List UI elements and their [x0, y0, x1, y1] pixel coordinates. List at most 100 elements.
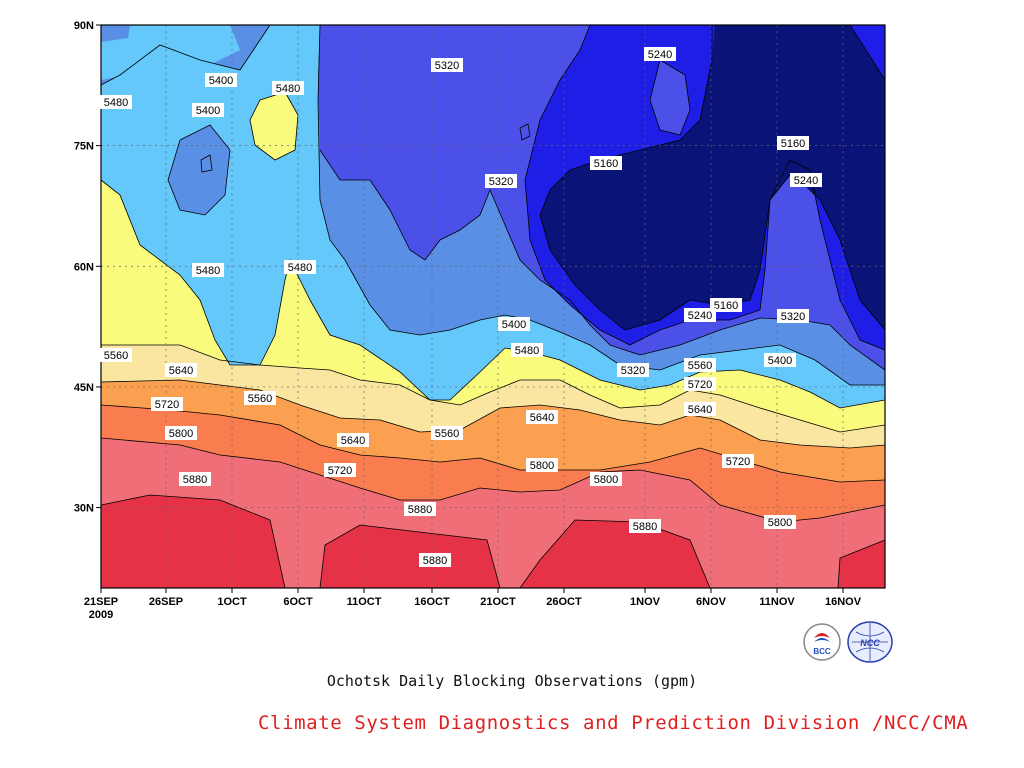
contour-label-box — [205, 73, 237, 87]
contour-label-box — [684, 402, 716, 416]
contour-label-box — [404, 502, 436, 516]
plot-frame — [100, 24, 886, 589]
contour-label-box — [590, 472, 622, 486]
contour-label: 5320 — [435, 60, 459, 72]
contour-label: 5400 — [196, 105, 220, 117]
contour-label-box — [100, 95, 132, 109]
contour-label: 5640 — [169, 365, 193, 377]
contour-label: 5160 — [594, 158, 618, 170]
contour-label: 5640 — [341, 435, 365, 447]
contour-label: 5560 — [248, 393, 272, 405]
contour-label-box — [629, 519, 661, 533]
contour-label-box — [764, 515, 796, 529]
contour-label: 5720 — [726, 456, 750, 468]
band-5480-5560-patch — [250, 92, 298, 160]
contour-label-box — [644, 47, 676, 61]
contour-label: 5720 — [155, 399, 179, 411]
contour-label-box — [431, 58, 463, 72]
contour-label: 5160 — [714, 300, 738, 312]
contour-label: 5720 — [688, 379, 712, 391]
contour-label-box — [244, 391, 276, 405]
contour-label-box — [337, 433, 369, 447]
contour-label-box — [192, 263, 224, 277]
contour-lines — [100, 24, 886, 589]
contour-label: 5480 — [196, 265, 220, 277]
contour-label: 5560 — [104, 350, 128, 362]
contour-label: 5400 — [502, 319, 526, 331]
contour-label-box — [526, 458, 558, 472]
contour-label-box — [764, 353, 796, 367]
contour-label-box — [100, 348, 132, 362]
contour-label: 5480 — [104, 97, 128, 109]
svg-text:BCC: BCC — [813, 647, 831, 656]
contour-label-box — [165, 426, 197, 440]
contour-label: 5240 — [794, 175, 818, 187]
ncc-logo: NCC — [847, 621, 893, 663]
svg-text:NCC: NCC — [860, 638, 880, 648]
contour-label-box — [684, 308, 716, 322]
y-axis: 30N 45N 60N 75N 90N — [74, 20, 101, 515]
x-tick-label: 26OCT — [546, 596, 582, 608]
contour-label: 5160 — [781, 138, 805, 150]
x-tick-label: 16OCT — [414, 596, 450, 608]
contour-label: 5480 — [515, 345, 539, 357]
contour-label: 5800 — [768, 517, 792, 529]
x-tick-label: 1NOV — [630, 596, 661, 608]
contour-label-box — [284, 260, 316, 274]
x-tick-label: 16NOV — [825, 596, 862, 608]
contour-label: 5880 — [183, 474, 207, 486]
y-tick-label: 60N — [74, 261, 94, 273]
contour-label-box — [324, 463, 356, 477]
chart-title: Ochotsk Daily Blocking Observations (gpm… — [326, 672, 698, 690]
contour-label-box — [272, 81, 304, 95]
contour-label-box — [526, 410, 558, 424]
x-tick-label: 1OCT — [217, 596, 247, 608]
x-tick-label: 21OCT — [480, 596, 516, 608]
y-tick-label: 30N — [74, 503, 94, 515]
contour-label-box — [192, 103, 224, 117]
band-below-5160 — [540, 25, 885, 330]
x-tick-label: 6OCT — [283, 596, 313, 608]
contour-label: 5800 — [169, 428, 193, 440]
contour-label: 5880 — [633, 521, 657, 533]
contour-label-box — [684, 358, 716, 372]
contour-label-box — [165, 363, 197, 377]
contour-label: 5880 — [408, 504, 432, 516]
contour-label-box — [590, 156, 622, 170]
contour-label: 5480 — [288, 262, 312, 274]
contour-label: 5880 — [423, 555, 447, 567]
contour-label: 5400 — [768, 355, 792, 367]
band-5400-5480-patch — [101, 25, 240, 80]
contour-label-box — [684, 377, 716, 391]
contour-label-box — [511, 343, 543, 357]
x-tick-label: 11OCT — [347, 596, 382, 608]
contour-label: 5320 — [621, 365, 645, 377]
contour-label-box — [617, 363, 649, 377]
grid-lines — [101, 25, 885, 588]
contour-label: 5240 — [648, 49, 672, 61]
contour-label-box — [710, 298, 742, 312]
contour-label: 5560 — [435, 428, 459, 440]
band-5240-5320-patch — [650, 60, 690, 135]
x-tick-label: 21SEP — [84, 596, 118, 608]
contour-label: 5320 — [489, 176, 513, 188]
band-5320-5400-patch — [168, 125, 230, 215]
contour-label-box — [485, 174, 517, 188]
contour-label-box — [151, 397, 183, 411]
contour-label-box — [179, 472, 211, 486]
contour-label: 5480 — [276, 83, 300, 95]
y-tick-label: 45N — [74, 382, 94, 394]
contour-label: 5400 — [209, 75, 233, 87]
contour-label-box — [419, 553, 451, 567]
x-tick-label: 26SEP — [149, 596, 183, 608]
y-tick-label: 90N — [74, 20, 94, 32]
band-5320-5400-patch-top — [101, 25, 130, 42]
credit-line: Climate System Diagnostics and Predictio… — [258, 712, 969, 734]
contour-label-box — [790, 173, 822, 187]
contour-label: 5640 — [530, 412, 554, 424]
x-tick-label: 11NOV — [759, 596, 795, 608]
contour-label-box — [498, 317, 530, 331]
x-tick-label: 2009 — [89, 609, 113, 621]
